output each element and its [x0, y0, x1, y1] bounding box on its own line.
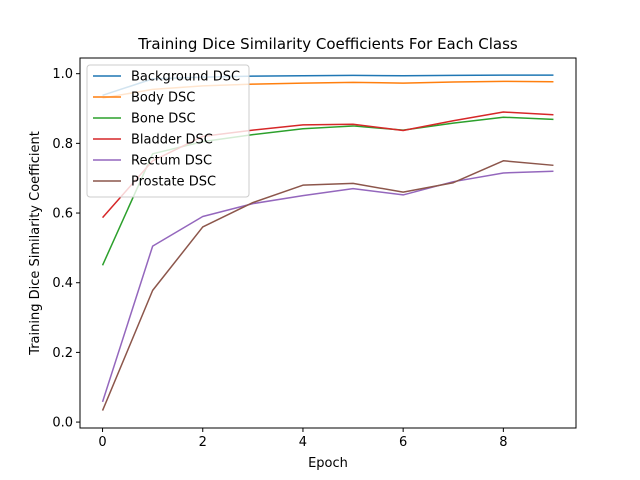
y-tick-label: 0.8 — [52, 137, 73, 152]
x-tick-label: 6 — [399, 435, 407, 450]
legend-label: Rectum DSC — [131, 154, 212, 169]
x-tick-label: 4 — [299, 435, 307, 450]
legend-label: Prostate DSC — [131, 175, 216, 190]
legend: Background DSC Body DSC Bone DSC Bladder DS… — [86, 64, 250, 198]
legend-label: Bone DSC — [131, 112, 196, 127]
legend-label: Body DSC — [131, 91, 195, 106]
y-tick-label: 1.0 — [52, 67, 73, 82]
legend-label: Background DSC — [131, 70, 240, 85]
x-tick-label: 0 — [98, 435, 106, 450]
y-axis-label: Training Dice Similarity Coefficient — [28, 131, 43, 356]
legend-label: Bladder DSC — [131, 133, 213, 148]
x-axis-label: Epoch — [308, 456, 348, 471]
y-tick-label: 0.4 — [52, 276, 73, 291]
x-tick-label: 8 — [499, 435, 507, 450]
y-tick-label: 0.2 — [52, 346, 73, 361]
series-line-rectum-dsc — [101, 170, 554, 403]
legend-box — [86, 64, 250, 198]
y-tick-label: 0.6 — [52, 207, 73, 222]
x-tick-label: 2 — [199, 435, 207, 450]
y-tick-label: 0.0 — [52, 416, 73, 431]
x-axis: 0 2 4 6 8 — [98, 428, 507, 450]
chart-title: Training Dice Similarity Coefficients Fo… — [137, 35, 518, 53]
y-axis: 0.0 0.2 0.4 0.6 0.8 1.0 — [52, 67, 80, 431]
series-line-prostate-dsc — [101, 160, 554, 411]
